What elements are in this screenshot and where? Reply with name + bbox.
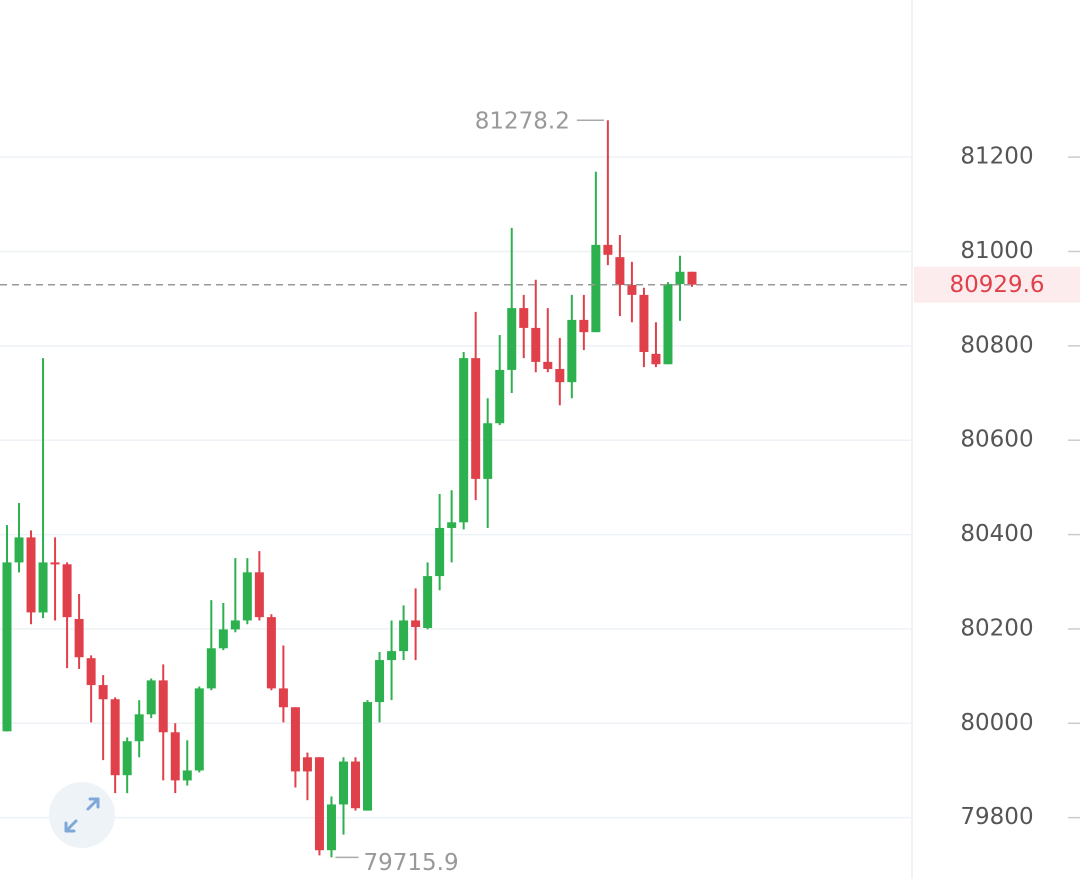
candle-body [158,680,168,733]
candle-body [206,648,216,689]
candle-body [675,271,685,285]
candle-body [266,617,276,689]
candle-body [519,308,529,328]
candle-body [687,271,697,285]
candle-body [98,685,108,700]
candle-body [14,537,24,563]
candle-body [314,757,324,851]
y-tick-label: 80200 [960,615,1033,641]
candle-body [26,537,36,613]
candle-body [627,284,637,295]
candle-body [74,619,84,658]
y-tick-label: 79800 [960,804,1033,830]
candle-body [495,369,505,424]
y-tick-label: 81200 [960,144,1033,170]
candle-body [387,651,397,661]
candle-body [639,294,649,352]
candle-body [399,620,409,652]
high-label: 81278.2 [475,109,570,135]
y-tick-label: 81000 [960,238,1033,264]
candle-body [170,732,180,781]
expand-icon[interactable] [64,797,100,833]
expand-button[interactable] [49,782,115,848]
candle-body [543,361,553,369]
candle-body [423,576,433,628]
candle-body [2,562,12,732]
candle-body [194,688,204,771]
candle-body [579,319,589,333]
candle-body [459,358,469,523]
expand-circle[interactable] [49,782,115,848]
candle-body [351,761,361,809]
price-label: 80929.6 [949,272,1044,298]
candle-body [338,761,348,805]
candle-body [375,660,385,703]
candle-body [278,688,288,708]
candle-body [326,804,336,851]
candle-body [242,572,252,621]
candle-body [50,562,60,565]
y-tick-label: 80400 [960,521,1033,547]
candle-body [447,522,457,528]
candle-body [471,358,481,479]
candle-body [663,284,673,365]
candle-body [62,564,72,618]
y-tick-label: 80800 [960,332,1033,358]
candle-body [483,423,493,479]
candle-body [134,714,144,742]
candle-body [507,308,517,370]
candle-body [254,572,264,618]
candle-body [411,620,421,628]
y-tick-label: 80600 [960,427,1033,453]
candle-body [290,707,300,772]
candle-body [218,629,228,649]
candle-body [555,368,565,383]
candle-body [86,658,96,686]
candle-body [615,257,625,285]
candle-body [591,244,601,333]
candle-body [182,770,192,781]
candle-body [122,741,132,776]
candle-body [38,562,48,613]
candle-body [435,527,445,577]
candle-body [567,319,577,383]
candle-body [363,702,373,811]
candle-body [531,327,541,362]
candle-body [302,757,312,772]
candle-body [651,353,661,365]
candle-body [603,244,613,255]
y-tick-label: 80000 [960,710,1033,736]
price-label-bg [914,266,1080,303]
candle-body [110,699,120,776]
candle-body [230,620,240,630]
candle-body [146,680,156,715]
low-label: 79715.9 [363,850,458,876]
